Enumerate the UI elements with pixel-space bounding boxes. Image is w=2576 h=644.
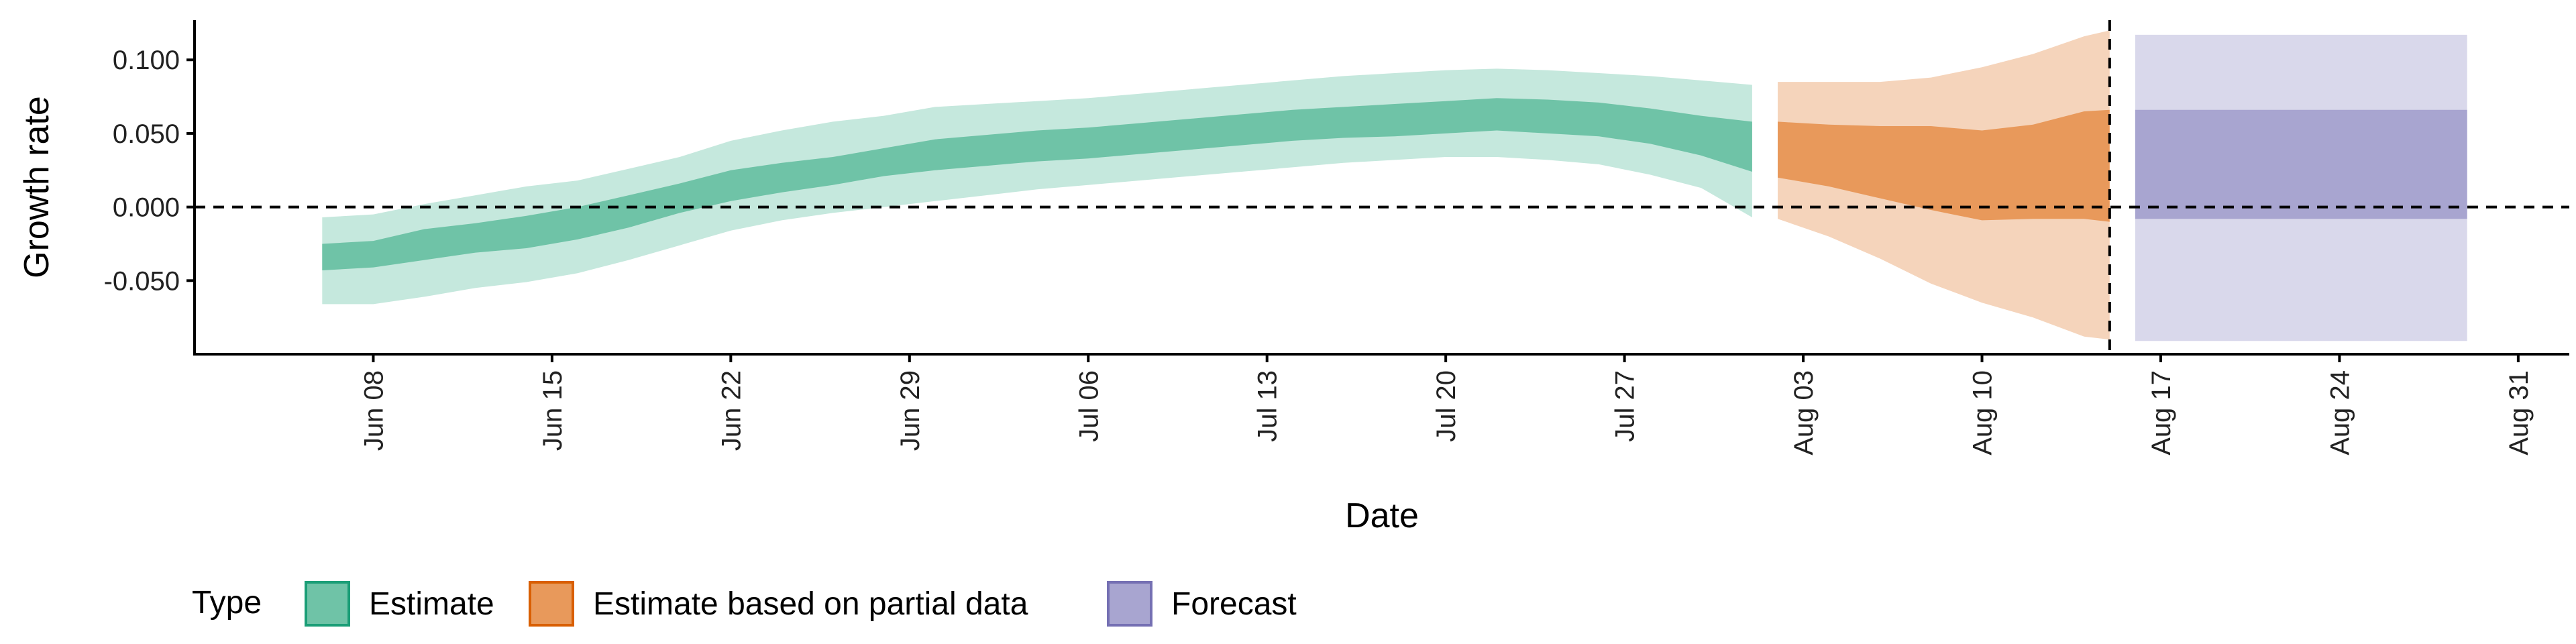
estimate-based-on-partial-data-50pct-band bbox=[1778, 109, 2110, 222]
x-axis-title: Date bbox=[1345, 496, 1419, 535]
x-tick-label: Jun 22 bbox=[716, 370, 746, 451]
x-tick-label: Aug 03 bbox=[1789, 370, 1819, 455]
y-axis-title: Growth rate bbox=[17, 96, 56, 278]
y-tick-label: 0.100 bbox=[113, 46, 180, 75]
x-tick-label: Jun 08 bbox=[359, 370, 388, 451]
y-tick-label: 0.050 bbox=[113, 119, 180, 149]
forecast-50pct-band bbox=[2135, 109, 2467, 219]
y-tick-label: -0.050 bbox=[104, 266, 180, 296]
x-tick-label: Aug 24 bbox=[2325, 370, 2355, 455]
legend-label-estimate-based-on-partial-data: Estimate based on partial data bbox=[593, 586, 1028, 622]
x-tick-label: Jul 13 bbox=[1253, 370, 1283, 442]
x-axis-ticks: Jun 08 Jun 15 Jun 22 Jun 29 Jul 06 Jul 13 Jul … bbox=[359, 354, 2534, 455]
legend: Type Estimate Estimate based on partial d… bbox=[192, 581, 1297, 627]
estimate-50pct-band bbox=[322, 98, 1752, 271]
x-tick-label: Jun 15 bbox=[538, 370, 568, 451]
y-axis-ticks: 0.100 0.050 0.000 -0.050 bbox=[104, 46, 195, 296]
legend-key-estimate-based-on-partial-data bbox=[529, 581, 574, 627]
x-tick-label: Jun 29 bbox=[896, 370, 925, 451]
legend-key-forecast bbox=[1107, 581, 1152, 627]
axes: 0.100 0.050 0.000 -0.050 Jun 08 Jun 15 Jun 22… bbox=[17, 20, 2569, 535]
x-tick-label: Aug 10 bbox=[1968, 370, 1998, 455]
x-tick-label: Jul 27 bbox=[1611, 370, 1640, 442]
y-tick-label: 0.000 bbox=[113, 193, 180, 223]
x-tick-label: Jul 20 bbox=[1432, 370, 1461, 442]
x-tick-label: Jul 06 bbox=[1074, 370, 1104, 442]
x-tick-label: Aug 31 bbox=[2504, 370, 2534, 455]
x-tick-label: Aug 17 bbox=[2147, 370, 2176, 455]
legend-label-forecast: Forecast bbox=[1171, 586, 1297, 622]
band-layer bbox=[322, 30, 2467, 341]
plot-area bbox=[195, 20, 2569, 354]
legend-label-estimate: Estimate bbox=[369, 586, 494, 622]
legend-key-estimate bbox=[305, 581, 350, 627]
legend-title: Type bbox=[192, 585, 262, 621]
